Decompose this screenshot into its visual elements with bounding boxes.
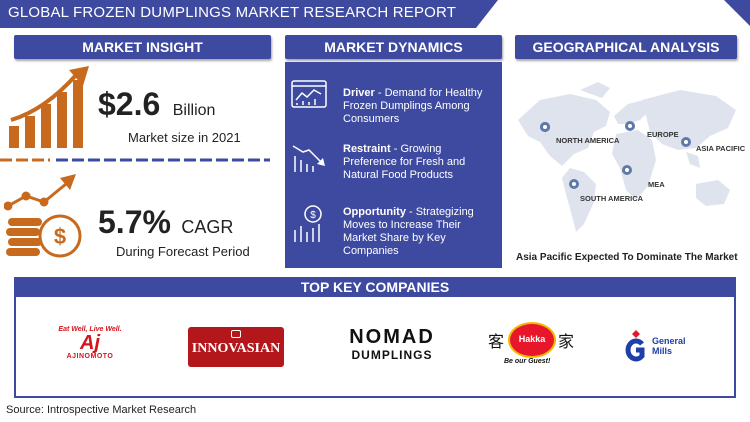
hakka-mark: Hakka: [518, 334, 546, 344]
restraint-item: Restraint - Growing Preference for Fresh…: [343, 143, 495, 182]
source-note: Source: Introspective Market Research: [6, 404, 197, 416]
geo-caption: Asia Pacific Expected To Dominate The Ma…: [516, 252, 738, 263]
page-title: GLOBAL FROZEN DUMPLINGS MARKET RESEARCH …: [8, 4, 457, 21]
decline-chart-icon: [292, 145, 325, 172]
driver-item: Driver - Demand for Healthy Frozen Dumpl…: [343, 87, 495, 126]
innovasian-wordmark: INNOVASIAN: [191, 341, 281, 356]
opportunity-label: Opportunity: [343, 206, 406, 218]
hakka-char-right: 家: [558, 334, 575, 351]
innovasian-emblem-icon: [231, 330, 241, 338]
general-mills-wordmark-1: General: [652, 336, 686, 346]
companies-logo-panel: [14, 296, 736, 398]
hakka-char-left: 客: [488, 334, 505, 351]
corner-decoration: [724, 0, 750, 26]
cagr-value: 5.7%: [98, 204, 171, 240]
market-size-value: $2.6: [98, 86, 161, 122]
hakka-emblem-icon: [508, 322, 556, 358]
cagr-unit: CAGR: [181, 217, 234, 237]
region-south-america: SOUTH AMERICA: [580, 194, 644, 203]
analytics-screen-icon: [291, 80, 327, 108]
hakka-logo: 客 Hakka 家 Be our Guest!: [486, 320, 582, 370]
market-size-caption: Market size in 2021: [128, 130, 241, 145]
hakka-tagline: Be our Guest!: [504, 358, 551, 365]
market-insight-heading: MARKET INSIGHT: [14, 35, 271, 59]
general-mills-g-icon: [625, 330, 645, 362]
region-asia-pacific: ASIA PACIFIC: [696, 144, 746, 153]
general-mills-logo: General Mills: [624, 326, 704, 370]
driver-label: Driver: [343, 87, 375, 99]
ajinomoto-wordmark: AJINOMOTO: [66, 353, 114, 360]
dumplings-wordmark: DUMPLINGS: [351, 348, 433, 362]
market-size-value-row: $2.6 Billion: [98, 86, 215, 123]
coins-dollar-icon: $: [4, 174, 82, 258]
world-map: [518, 82, 736, 232]
title-bar: [0, 0, 476, 28]
cagr-caption: During Forecast Period: [116, 244, 250, 259]
nomad-wordmark: NOMAD: [349, 326, 435, 348]
growth-chart-icon: [9, 66, 89, 148]
title-bar-notch: [476, 0, 498, 28]
ajinomoto-logo: Eat Well, Live Well. Aj AJINOMOTO: [46, 326, 134, 360]
restraint-label: Restraint: [343, 143, 391, 155]
general-mills-wordmark-2: Mills: [652, 346, 673, 356]
market-size-unit: Billion: [172, 102, 216, 119]
opportunity-item: Opportunity - Strategizing Moves to Incr…: [343, 206, 495, 258]
innovasian-logo: INNOVASIAN: [188, 327, 284, 367]
top-key-companies-heading: TOP KEY COMPANIES: [14, 277, 736, 297]
market-dynamics-heading: MARKET DYNAMICS: [285, 35, 502, 59]
region-north-america: NORTH AMERICA: [556, 136, 620, 145]
driver-text: - Demand for Healthy Frozen Dumplings Am…: [343, 87, 483, 125]
opportunity-text: - Strategizing Moves to Increase Their M…: [343, 206, 474, 257]
svg-text:$: $: [310, 210, 316, 221]
ajinomoto-mark: Aj: [80, 332, 100, 354]
nomad-dumplings-logo: NOMAD DUMPLINGS: [344, 326, 440, 362]
geographical-analysis-heading: GEOGRAPHICAL ANALYSIS: [515, 35, 737, 59]
region-mea: MEA: [648, 180, 665, 189]
region-europe: EUROPE: [647, 130, 679, 139]
cagr-value-row: 5.7% CAGR: [98, 204, 233, 241]
opportunity-growth-icon: $: [294, 205, 322, 242]
restraint-text: - Growing Preference for Fresh and Natur…: [343, 143, 466, 181]
ajinomoto-tagline: Eat Well, Live Well.: [58, 326, 122, 333]
svg-text:$: $: [54, 224, 66, 249]
divider-dashed: [0, 158, 270, 162]
